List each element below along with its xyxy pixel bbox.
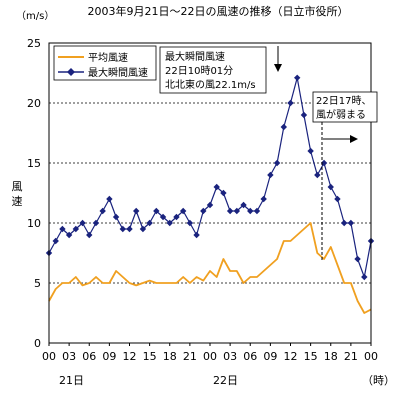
x-tick-label-14: 18 — [324, 350, 338, 363]
x-tick-label-2: 06 — [82, 350, 96, 363]
max-gust-point-33 — [267, 171, 274, 179]
max-gust-point-7 — [92, 219, 100, 227]
max-gust-point-13 — [133, 207, 140, 215]
legend-label-max: 最大瞬間風速 — [88, 66, 148, 79]
peak-annotation-line-3: 北北東の風22.1m/s — [165, 78, 256, 91]
max-gust-point-44 — [340, 219, 348, 227]
max-gust-point-4 — [72, 225, 80, 233]
y-tick-label-0: 0 — [34, 337, 41, 350]
y-axis-title-char-0: 風 — [12, 180, 23, 193]
max-gust-point-40 — [314, 171, 321, 179]
max-gust-point-36 — [287, 99, 294, 107]
x-tick-label-9: 03 — [223, 350, 237, 363]
max-gust-point-35 — [280, 123, 287, 131]
max-gust-point-5 — [79, 219, 86, 227]
legend-marker-max — [67, 68, 75, 76]
max-gust-point-6 — [86, 231, 93, 239]
max-gust-point-39 — [307, 147, 314, 155]
max-gust-point-43 — [334, 195, 341, 203]
y-axis-title-char-1: 速 — [12, 195, 23, 208]
max-gust-point-45 — [347, 219, 355, 227]
max-gust-point-11 — [119, 225, 126, 233]
max-gust-point-21 — [186, 219, 194, 227]
peak-annotation: 最大瞬間風速 22日10時01分 北北東の風22.1m/s — [159, 46, 282, 94]
y-tick-label-5: 25 — [27, 37, 41, 50]
y-tick-label-4: 20 — [27, 97, 41, 110]
max-gust-point-28 — [233, 207, 241, 215]
max-gust-point-42 — [327, 183, 334, 191]
max-gust-point-24 — [206, 201, 214, 209]
peak-annotation-line-1: 最大瞬間風速 — [165, 50, 225, 63]
y-unit-label: （m/s） — [16, 10, 54, 22]
y-tick-label-1: 5 — [34, 277, 41, 290]
x-tick-label-1: 03 — [62, 350, 76, 363]
peak-annotation-line-2: 22日10時01分 — [165, 65, 233, 77]
weaken-annotation-box — [312, 91, 378, 123]
x-tick-label-15: 21 — [344, 350, 358, 363]
max-gust-point-47 — [361, 273, 368, 281]
max-gust-point-30 — [247, 207, 254, 215]
x-tick-label-13: 15 — [304, 350, 318, 363]
max-gust-point-23 — [200, 207, 207, 215]
weaken-annotation-line-1: 22日17時、 — [316, 95, 371, 107]
max-gust-point-12 — [126, 225, 133, 233]
max-gust-point-9 — [106, 195, 113, 203]
weaken-arrow-head — [350, 135, 358, 143]
x-tick-label-0: 00 — [42, 350, 56, 363]
max-gust-point-27 — [226, 207, 234, 215]
date-label-22: 22日 — [213, 374, 238, 387]
x-tick-label-10: 06 — [243, 350, 257, 363]
max-gust-point-14 — [139, 225, 147, 233]
max-gust-point-31 — [253, 207, 261, 215]
x-tick-label-16: 00 — [364, 350, 378, 363]
max-gust-point-1 — [52, 237, 59, 245]
date-label-21: 21日 — [59, 374, 84, 387]
max-gust-point-37 — [294, 74, 301, 81]
x-tick-label-11: 09 — [263, 350, 277, 363]
x-tick-label-4: 12 — [123, 350, 137, 363]
peak-arrow-head — [274, 64, 282, 72]
max-gust-point-8 — [99, 207, 106, 215]
peak-annotation-box — [159, 46, 267, 94]
x-tick-label-6: 18 — [163, 350, 177, 363]
chart-title: 2003年9月21日～22日の風速の推移（日立市役所） — [88, 4, 349, 18]
weaken-annotation-line-2: 風が弱まる — [316, 108, 366, 121]
y-tick-label-2: 10 — [27, 217, 41, 230]
max-gust-point-38 — [300, 111, 308, 119]
y-axis-title: 風速 — [12, 180, 23, 208]
max-gust-point-18 — [166, 219, 173, 227]
max-gust-point-25 — [213, 183, 220, 191]
max-gust-point-46 — [354, 255, 361, 263]
max-gust-point-2 — [59, 225, 66, 233]
weaken-annotation: 22日17時、 風が弱まる — [312, 91, 378, 262]
x-tick-label-3: 09 — [102, 350, 116, 363]
max-gust-point-16 — [153, 207, 160, 215]
x-tick-label-5: 15 — [143, 350, 157, 363]
max-gust-point-22 — [193, 231, 200, 239]
legend-label-average: 平均風速 — [88, 52, 128, 64]
x-tick-label-12: 12 — [284, 350, 298, 363]
series-line-average — [48, 222, 372, 314]
max-gust-point-15 — [146, 219, 153, 227]
max-gust-point-19 — [173, 213, 180, 221]
legend: 平均風速 最大瞬間風速 — [53, 45, 157, 81]
max-gust-point-34 — [273, 159, 281, 167]
x-tick-label-7: 21 — [183, 350, 197, 363]
max-gust-point-17 — [159, 213, 167, 221]
max-gust-point-20 — [179, 207, 187, 215]
y-tick-label-3: 15 — [27, 157, 41, 170]
max-gust-point-10 — [112, 213, 120, 221]
max-gust-point-3 — [65, 231, 73, 239]
x-tick-label-8: 00 — [203, 350, 217, 363]
max-gust-point-26 — [220, 189, 227, 197]
x-unit-label: （時） — [362, 374, 395, 387]
max-gust-point-29 — [240, 201, 247, 209]
max-gust-point-32 — [260, 195, 267, 203]
